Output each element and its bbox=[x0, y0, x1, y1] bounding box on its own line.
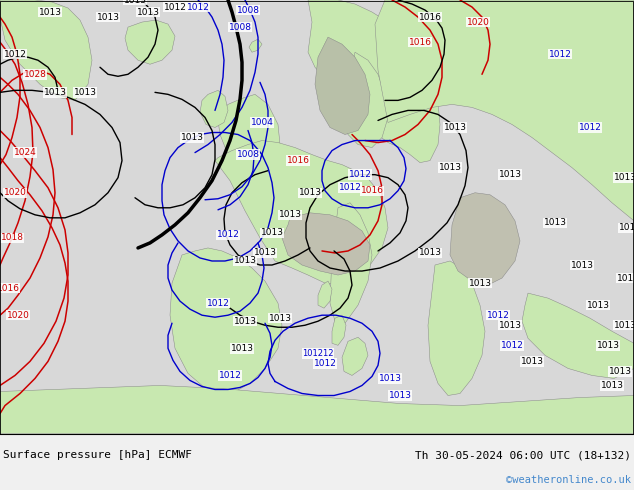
Text: 1012: 1012 bbox=[579, 123, 602, 132]
Polygon shape bbox=[218, 95, 280, 174]
Polygon shape bbox=[522, 293, 634, 378]
Text: 1013: 1013 bbox=[498, 321, 522, 330]
Text: 1013: 1013 bbox=[233, 256, 257, 266]
Text: ©weatheronline.co.uk: ©weatheronline.co.uk bbox=[506, 475, 631, 485]
Text: 1013: 1013 bbox=[418, 248, 441, 257]
Polygon shape bbox=[325, 70, 352, 118]
Text: 1020: 1020 bbox=[4, 188, 27, 197]
Text: 1008: 1008 bbox=[228, 23, 252, 31]
Polygon shape bbox=[332, 315, 346, 345]
Text: 1013: 1013 bbox=[614, 173, 634, 182]
Text: 1012: 1012 bbox=[207, 298, 230, 308]
Polygon shape bbox=[125, 20, 175, 64]
Text: 1012: 1012 bbox=[164, 2, 186, 12]
Polygon shape bbox=[249, 39, 262, 52]
Text: Th 30-05-2024 06:00 UTC (18+132): Th 30-05-2024 06:00 UTC (18+132) bbox=[415, 450, 631, 461]
Text: 1013: 1013 bbox=[614, 321, 634, 330]
Text: 1013: 1013 bbox=[269, 314, 292, 323]
Text: 1013: 1013 bbox=[521, 357, 543, 366]
Text: Surface pressure [hPa] ECMWF: Surface pressure [hPa] ECMWF bbox=[3, 450, 192, 461]
Text: 1024: 1024 bbox=[13, 148, 36, 157]
Polygon shape bbox=[428, 261, 485, 395]
Polygon shape bbox=[282, 213, 370, 275]
Text: 1012: 1012 bbox=[548, 49, 571, 59]
Text: 1013: 1013 bbox=[571, 261, 593, 270]
Text: 1013: 1013 bbox=[254, 248, 276, 257]
Text: 1012: 1012 bbox=[339, 183, 361, 192]
Text: 1016: 1016 bbox=[361, 186, 384, 195]
Text: 1013: 1013 bbox=[616, 273, 634, 283]
Text: 1013: 1013 bbox=[586, 301, 609, 310]
Text: 1013: 1013 bbox=[261, 228, 283, 237]
Text: 1013: 1013 bbox=[299, 188, 321, 197]
Text: 1012: 1012 bbox=[4, 49, 27, 59]
Text: 1013: 1013 bbox=[609, 367, 631, 376]
Text: 1013: 1013 bbox=[231, 344, 254, 353]
Polygon shape bbox=[450, 193, 520, 285]
Text: 1013: 1013 bbox=[600, 381, 623, 390]
Text: 1008: 1008 bbox=[236, 150, 259, 159]
Text: 1012: 1012 bbox=[217, 230, 240, 240]
Polygon shape bbox=[215, 141, 388, 285]
Polygon shape bbox=[315, 37, 370, 135]
Polygon shape bbox=[0, 0, 92, 100]
Text: 1028: 1028 bbox=[23, 70, 46, 79]
Text: 1012: 1012 bbox=[219, 371, 242, 380]
Text: 1013: 1013 bbox=[124, 0, 146, 4]
Text: 1013: 1013 bbox=[39, 7, 61, 17]
Text: 1012: 1012 bbox=[349, 170, 372, 179]
Text: 1012: 1012 bbox=[186, 2, 209, 12]
Polygon shape bbox=[0, 386, 634, 434]
Text: 1013: 1013 bbox=[278, 210, 302, 220]
Text: 1018: 1018 bbox=[1, 233, 23, 243]
Text: 1016: 1016 bbox=[287, 156, 309, 165]
Text: 1013: 1013 bbox=[233, 317, 257, 326]
Text: 1013: 1013 bbox=[44, 88, 67, 97]
Polygon shape bbox=[375, 0, 634, 221]
Text: 1016: 1016 bbox=[0, 284, 20, 293]
Polygon shape bbox=[342, 337, 368, 375]
Text: 1020: 1020 bbox=[467, 18, 489, 26]
Polygon shape bbox=[330, 203, 372, 323]
Text: 101212: 101212 bbox=[302, 349, 333, 358]
Text: 1013: 1013 bbox=[498, 170, 522, 179]
Text: 1013: 1013 bbox=[389, 391, 411, 400]
Text: 1016: 1016 bbox=[418, 13, 441, 22]
Text: 1013: 1013 bbox=[378, 374, 401, 383]
Text: 1013: 1013 bbox=[543, 219, 567, 227]
Text: 1013: 1013 bbox=[619, 223, 634, 232]
Text: 1012: 1012 bbox=[501, 341, 524, 350]
Polygon shape bbox=[200, 90, 228, 127]
Polygon shape bbox=[318, 281, 332, 308]
Text: 1012: 1012 bbox=[486, 311, 510, 319]
Polygon shape bbox=[342, 52, 388, 147]
Text: 1013: 1013 bbox=[74, 88, 96, 97]
Text: 1016: 1016 bbox=[408, 38, 432, 47]
Text: 1020: 1020 bbox=[6, 311, 29, 319]
Text: 1013: 1013 bbox=[469, 279, 491, 288]
Text: 1013: 1013 bbox=[136, 7, 160, 17]
Text: 1004: 1004 bbox=[250, 118, 273, 127]
Polygon shape bbox=[308, 0, 440, 163]
Text: 1013: 1013 bbox=[96, 13, 119, 22]
Text: 1013: 1013 bbox=[439, 163, 462, 172]
Text: 1012: 1012 bbox=[314, 359, 337, 368]
Text: 1008: 1008 bbox=[236, 5, 259, 15]
Polygon shape bbox=[170, 248, 282, 393]
Text: 1013: 1013 bbox=[444, 123, 467, 132]
Text: 1013: 1013 bbox=[181, 133, 204, 142]
Text: 1013: 1013 bbox=[597, 341, 619, 350]
